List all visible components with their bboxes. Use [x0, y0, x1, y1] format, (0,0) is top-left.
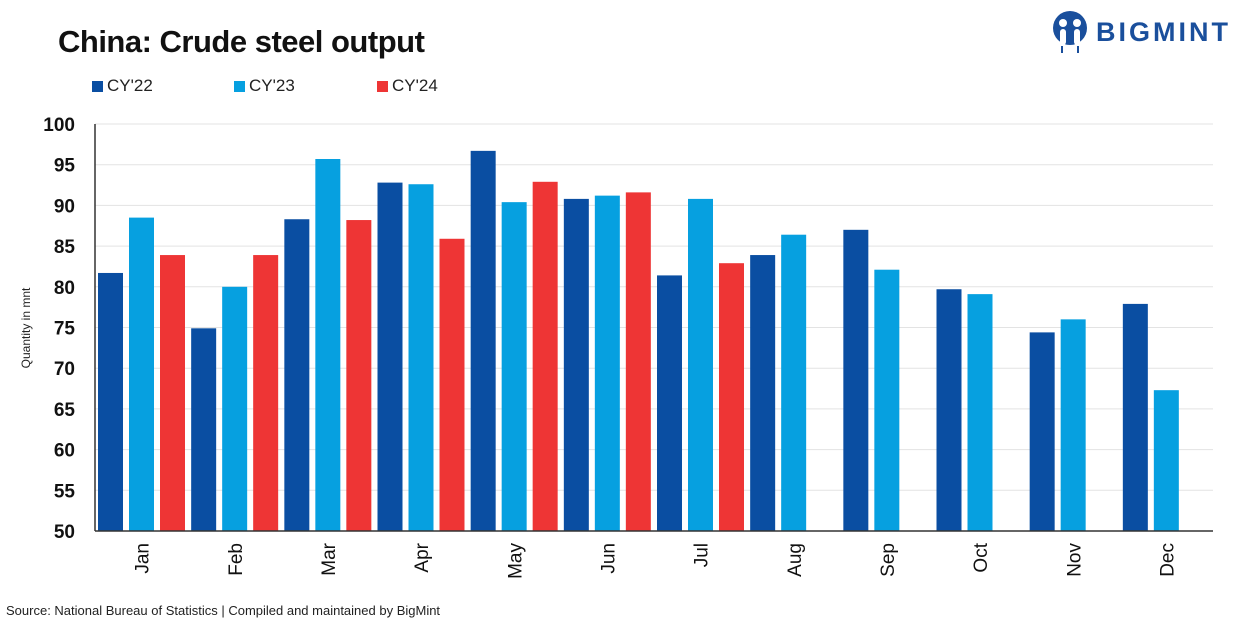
- bar-cy22-dec: [1122, 303, 1148, 531]
- legend-label: CY'22: [107, 76, 153, 95]
- bar-cy24-jun: [625, 192, 651, 531]
- y-tick-label: 90: [54, 196, 75, 217]
- bar-cy23-oct: [967, 294, 993, 531]
- bar-cy22-sep: [843, 229, 869, 531]
- bar-cy22-aug: [750, 255, 776, 531]
- y-tick-label: 60: [54, 441, 75, 462]
- legend-label: CY'24: [392, 76, 438, 95]
- y-tick-label: 100: [43, 115, 75, 136]
- bar-cy22-mar: [284, 219, 310, 531]
- bar-cy23-jul: [688, 198, 713, 531]
- x-tick-label: Apr: [412, 542, 433, 572]
- bar-cy22-apr: [377, 182, 403, 531]
- bar-cy22-jan: [98, 272, 123, 531]
- y-tick-label: 80: [54, 278, 75, 299]
- legend-item-cy22: CY'22: [92, 76, 153, 96]
- x-tick-label: Dec: [1157, 543, 1178, 577]
- bar-cy23-jun: [594, 195, 620, 531]
- x-tick-label: Jul: [692, 543, 713, 567]
- legend-item-cy23: CY'23: [234, 76, 295, 96]
- bar-cy23-feb: [222, 286, 248, 531]
- bar-cy22-nov: [1029, 332, 1055, 531]
- y-tick-label: 85: [54, 237, 76, 258]
- x-tick-label: Jun: [598, 543, 619, 574]
- bar-cy23-nov: [1060, 319, 1086, 531]
- bar-cy24-may: [532, 181, 558, 531]
- legend-item-cy24: CY'24: [377, 76, 438, 96]
- chart-title: China: Crude steel output: [58, 24, 425, 59]
- legend-swatch: [234, 80, 245, 92]
- bar-cy23-dec: [1153, 390, 1179, 531]
- y-tick-label: 95: [54, 156, 76, 177]
- bar-cy24-jan: [160, 255, 185, 531]
- y-tick-label: 55: [54, 481, 76, 502]
- x-tick-label: Nov: [1064, 543, 1085, 577]
- y-tick-label: 75: [54, 319, 76, 340]
- x-tick-label: Sep: [878, 543, 899, 577]
- bar-cy24-jul: [719, 263, 744, 531]
- y-tick-label: 70: [54, 359, 75, 380]
- x-tick-label: Mar: [319, 542, 340, 575]
- x-tick-label: Jan: [133, 543, 154, 574]
- y-tick-label: 65: [54, 400, 76, 421]
- bar-cy24-mar: [346, 220, 372, 531]
- x-tick-label: May: [505, 543, 526, 579]
- y-axis-label: Quantity in mnt: [19, 287, 33, 368]
- bar-cy22-jun: [563, 198, 589, 531]
- bigmint-logo-text: BIGMINT: [1096, 16, 1231, 47]
- x-tick-label: Oct: [971, 542, 992, 572]
- bar-cy24-feb: [253, 255, 279, 531]
- x-tick-label: Aug: [785, 543, 806, 577]
- bar-cy24-apr: [439, 238, 465, 532]
- y-tick-label: 50: [54, 522, 75, 543]
- legend-label: CY'23: [249, 76, 295, 95]
- bar-cy22-oct: [936, 289, 962, 531]
- legend-swatch: [377, 80, 388, 92]
- bar-cy22-jul: [657, 275, 682, 531]
- legend-swatch: [92, 80, 103, 92]
- source-note: Source: National Bureau of Statistics | …: [6, 603, 441, 618]
- bigmint-logo-icon: [1053, 11, 1087, 53]
- bar-cy23-may: [501, 202, 527, 532]
- bar-cy22-may: [470, 150, 496, 531]
- bar-cy23-jan: [129, 217, 154, 532]
- x-tick-label: Feb: [226, 543, 247, 576]
- bar-cy23-aug: [781, 234, 807, 532]
- bar-cy23-apr: [408, 184, 434, 531]
- bar-cy22-feb: [191, 328, 217, 531]
- bar-cy23-mar: [315, 159, 341, 531]
- bar-cy23-sep: [874, 269, 900, 531]
- bigmint-logo: BIGMINT: [1052, 10, 1231, 54]
